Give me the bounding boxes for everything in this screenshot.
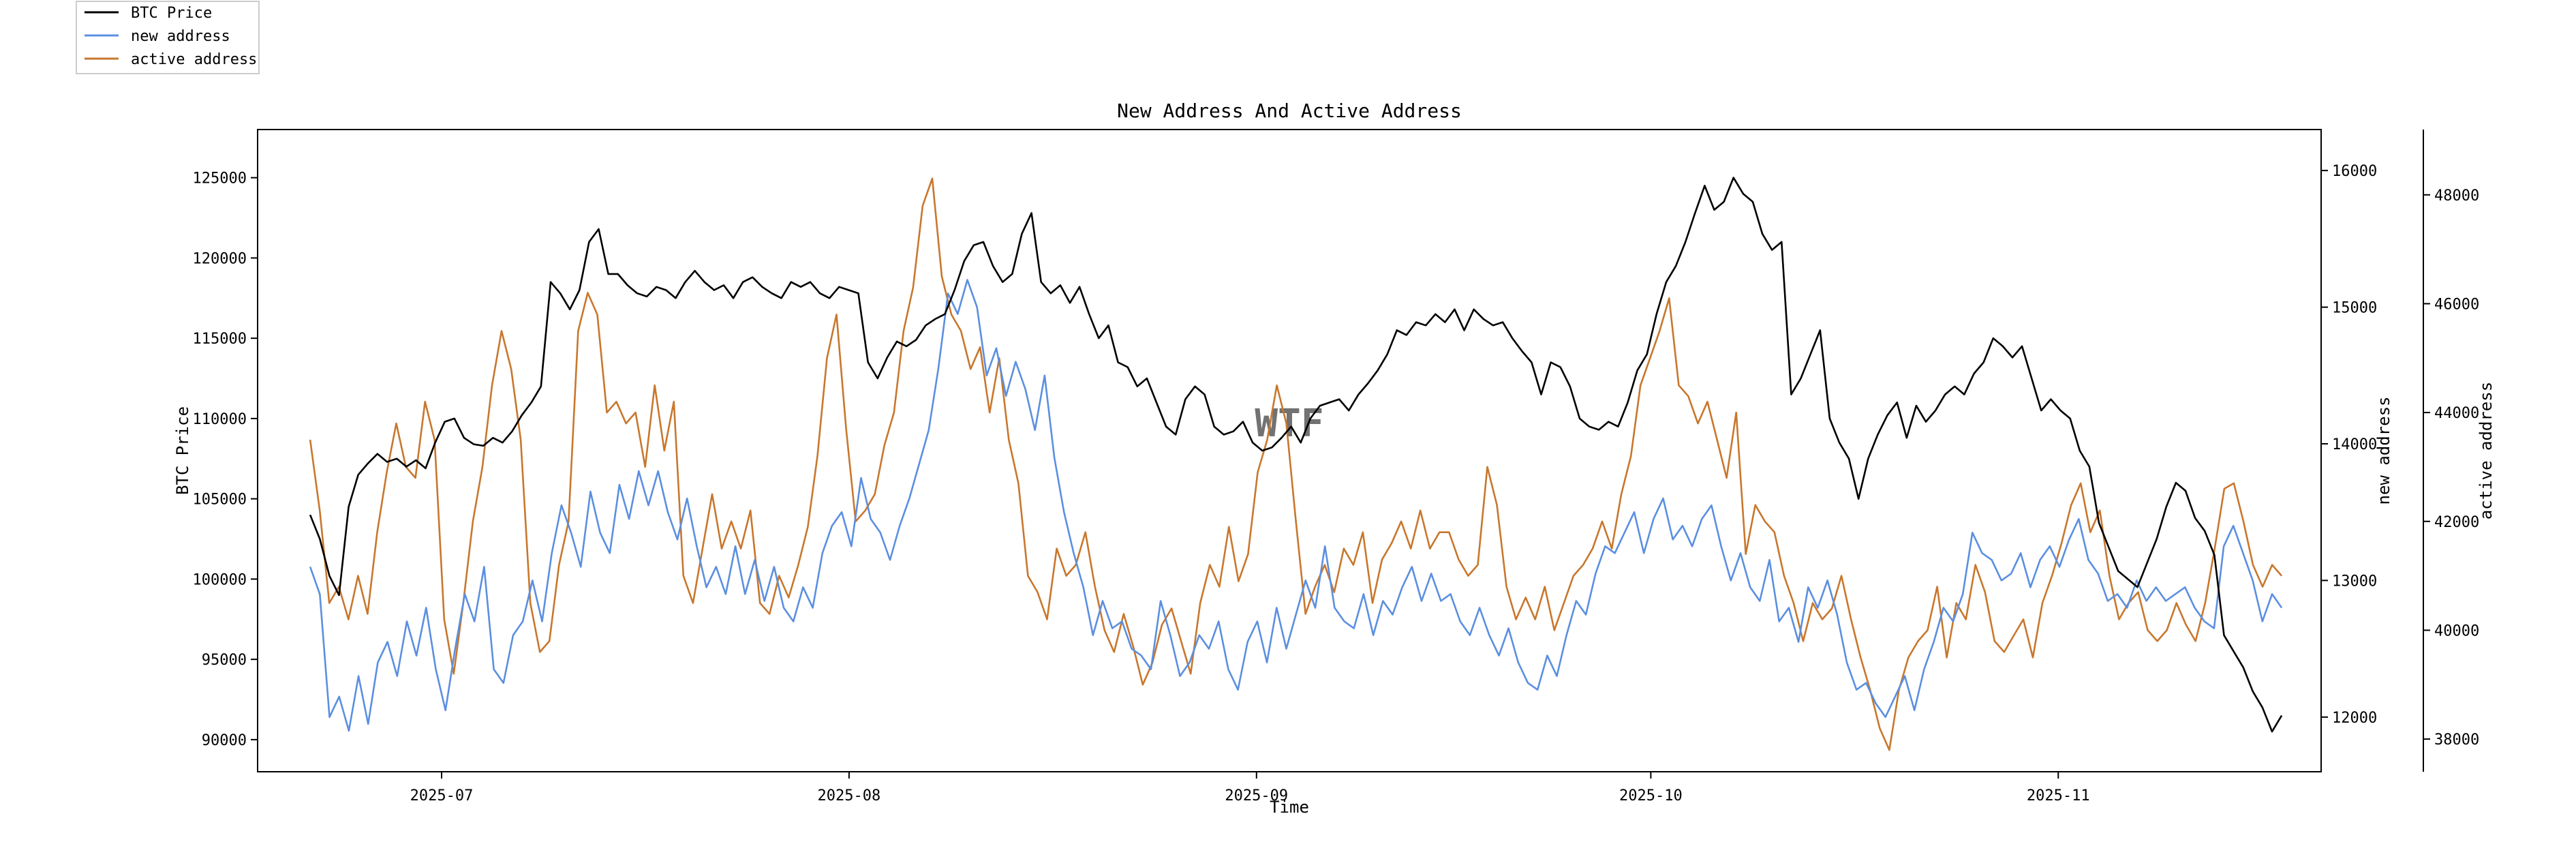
legend-frame — [76, 1, 260, 74]
y-axis-right-new-address-label: new address — [2374, 397, 2393, 505]
y-right1-tick-label-14000: 14000 — [2332, 436, 2377, 453]
y-axis-left: 90000 95000 100000 105000 110000 115000 120000… — [193, 170, 258, 749]
x-tick-label-2025-09: 2025-09 — [1225, 787, 1288, 804]
y-right2-tick-label-48000: 48000 — [2434, 187, 2479, 205]
y-left-tick-label-120000: 120000 — [193, 250, 247, 267]
y-right2-tick-label-46000: 46000 — [2434, 296, 2479, 313]
y-left-tick-label-110000: 110000 — [193, 411, 247, 428]
legend-label-new-address: new address — [131, 28, 230, 45]
y-right1-tick-label-15000: 15000 — [2332, 300, 2377, 317]
x-tick-label-2025-10: 2025-10 — [1619, 787, 1683, 804]
y-left-tick-label-105000: 105000 — [193, 492, 247, 509]
y-right2-tick-label-38000: 38000 — [2434, 732, 2479, 749]
y-axis-right-active-address: 38000 40000 42000 44000 46000 48000 — [2423, 187, 2479, 749]
y-axis-right-new-address: 12000 13000 14000 15000 16000 — [2321, 163, 2377, 727]
x-tick-label-2025-08: 2025-08 — [818, 787, 881, 804]
y-left-tick-label-125000: 125000 — [193, 170, 247, 187]
y-right1-tick-label-13000: 13000 — [2332, 573, 2377, 590]
y-left-tick-label-100000: 100000 — [193, 571, 247, 588]
y-axis-right-active-address-label: active address — [2477, 382, 2496, 519]
series-line-new-address — [309, 279, 2283, 732]
y-right1-tick-label-16000: 16000 — [2332, 163, 2377, 180]
y-left-tick-label-95000: 95000 — [202, 652, 247, 669]
y-right2-tick-label-42000: 42000 — [2434, 514, 2479, 531]
plot-area — [257, 129, 2322, 772]
x-axis-label: Time — [1270, 798, 1309, 817]
series-line-btc-price — [309, 177, 2283, 733]
legend-label-btc-price: BTC Price — [131, 5, 212, 22]
y-right2-tick-label-40000: 40000 — [2434, 622, 2479, 639]
y-right1-tick-label-12000: 12000 — [2332, 710, 2377, 727]
chart-title: New Address And Active Address — [1117, 100, 1462, 122]
legend: BTC Price new address active address — [76, 1, 260, 74]
y-right2-tick-label-44000: 44000 — [2434, 405, 2479, 422]
x-tick-label-2025-11: 2025-11 — [2027, 787, 2090, 804]
x-axis: 2025-07 2025-08 2025-09 2025-10 2025-11 — [410, 772, 2090, 804]
y-left-tick-label-90000: 90000 — [202, 732, 247, 749]
x-tick-label-2025-07: 2025-07 — [410, 787, 474, 804]
watermark: WTF — [1255, 402, 1323, 446]
y-left-tick-label-115000: 115000 — [193, 331, 247, 348]
series-layer — [309, 177, 2283, 751]
legend-label-active-address: active address — [131, 51, 257, 68]
y-axis-left-label: BTC Price — [173, 406, 192, 495]
